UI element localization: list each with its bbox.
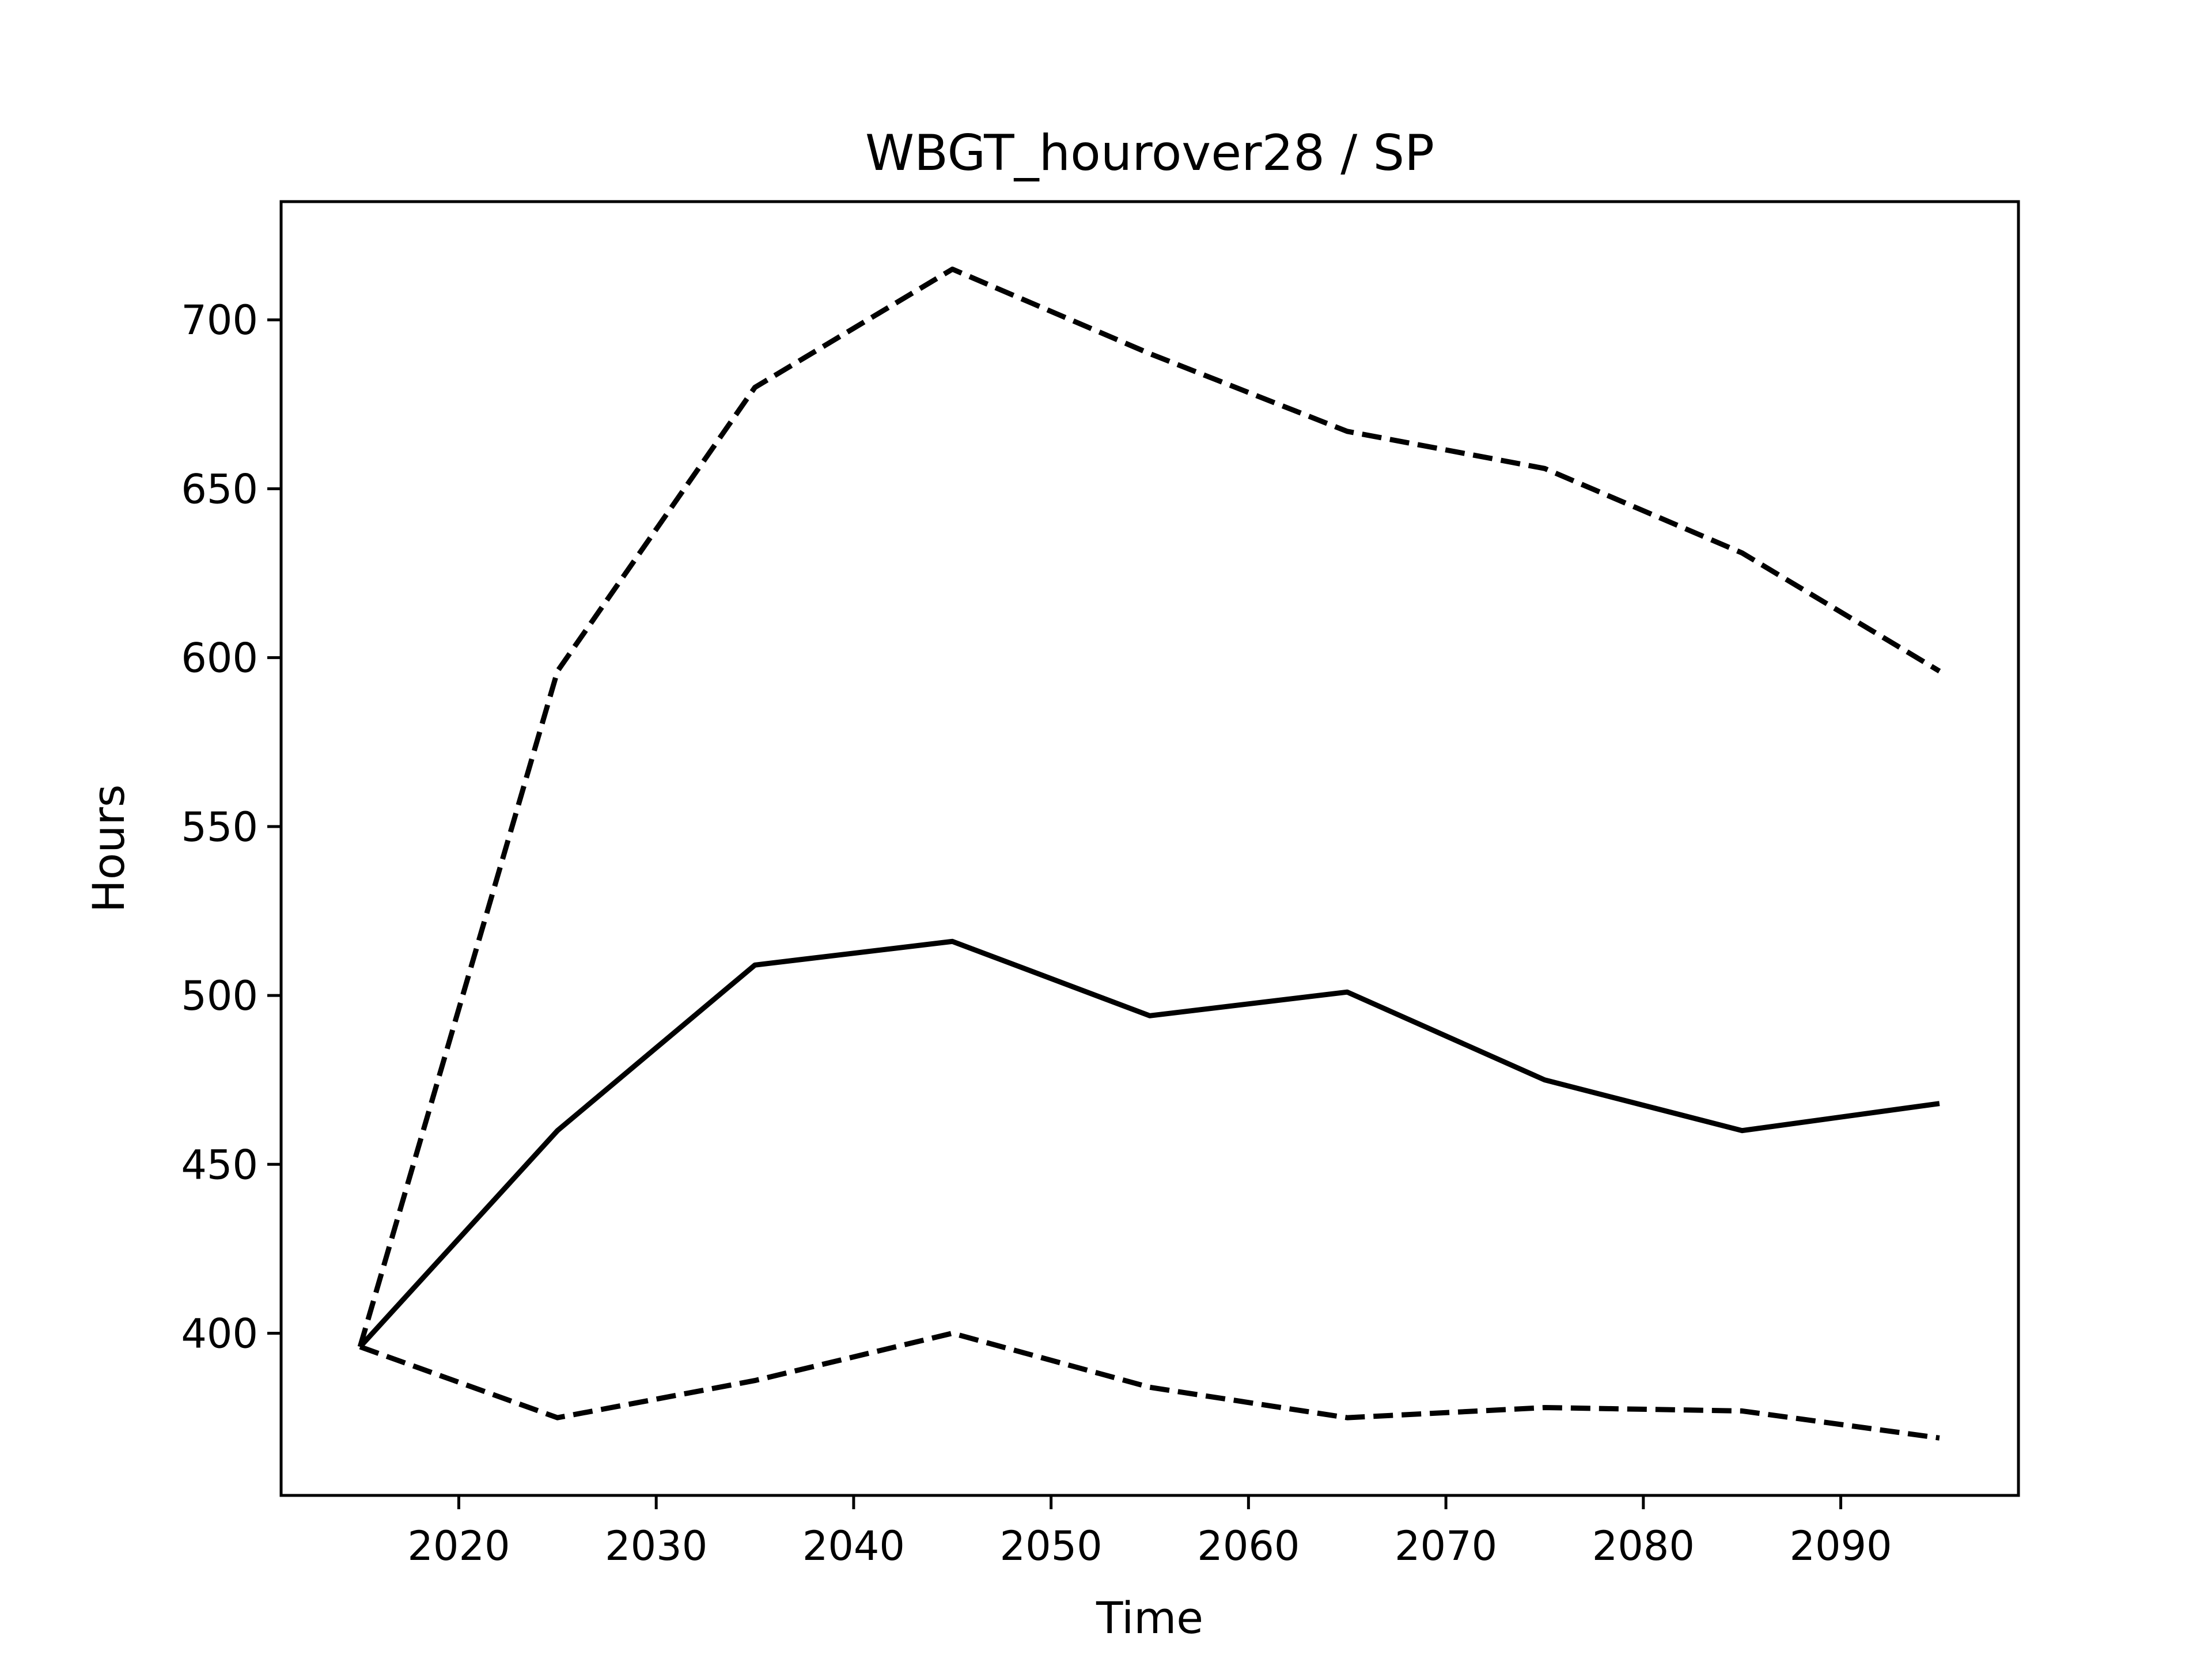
x-axis-label: Time — [1096, 1592, 1203, 1643]
y-tick-label: 600 — [181, 635, 258, 682]
y-axis-label: Hours — [83, 785, 134, 913]
chart-title: WBGT_hourover28 / SP — [865, 124, 1434, 182]
y-tick-label: 550 — [181, 804, 258, 851]
y-tick-label: 500 — [181, 972, 258, 1020]
y-tick-label: 400 — [181, 1310, 258, 1358]
x-tick-label: 2030 — [605, 1522, 707, 1570]
y-tick-label: 700 — [181, 297, 258, 344]
plot-area-frame — [279, 200, 2020, 1497]
x-tick-label: 2040 — [802, 1522, 905, 1570]
x-tick-label: 2080 — [1592, 1522, 1695, 1570]
series-line-lower-bound — [359, 1331, 1940, 1441]
x-tick-label: 2020 — [407, 1522, 510, 1570]
series-line-upper-bound — [357, 266, 1941, 1348]
series-layer — [357, 266, 1941, 1441]
y-tick-label: 450 — [181, 1141, 258, 1188]
x-tick-label: 2090 — [1789, 1522, 1892, 1570]
x-tick-label: 2050 — [1000, 1522, 1103, 1570]
x-tick-label: 2060 — [1197, 1522, 1300, 1570]
y-axis-ticks: 400 450 500 550 600 650 700 — [181, 297, 281, 1358]
y-tick-label: 650 — [181, 465, 258, 513]
x-tick-label: 2070 — [1395, 1522, 1497, 1570]
series-line-median — [358, 938, 1940, 1349]
x-axis-ticks: 2020 2030 2040 2050 2060 2070 2080 2090 — [407, 1495, 1892, 1570]
